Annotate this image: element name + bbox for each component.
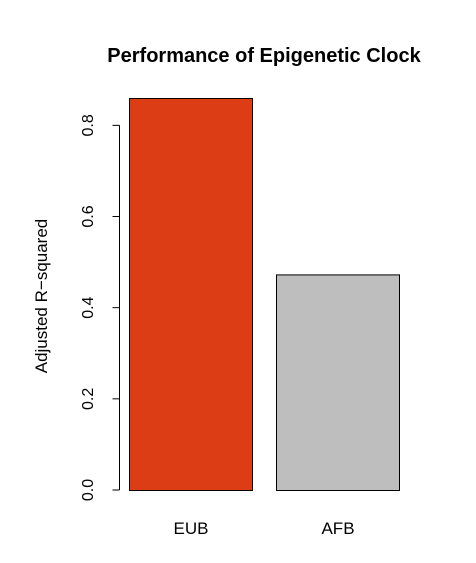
y-tick-label: 0.4 [80,296,97,318]
bars-group [129,98,400,491]
category-label-eub: EUB [174,519,209,538]
y-tick-label: 0.2 [80,388,97,410]
y-tick-label: 0.8 [80,114,97,136]
y-tick-label: 0.0 [80,479,97,501]
bar-afb [276,274,400,491]
bar-eub [129,98,253,491]
y-axis-label: Adjusted R−squared [32,219,51,374]
y-axis: 0.0 0.2 0.4 0.6 0.8 [80,114,120,501]
chart-title: Performance of Epigenetic Clock [107,45,421,67]
category-label-afb: AFB [321,519,354,538]
x-axis-labels: EUB AFB [174,519,355,538]
y-tick-label: 0.6 [80,205,97,227]
